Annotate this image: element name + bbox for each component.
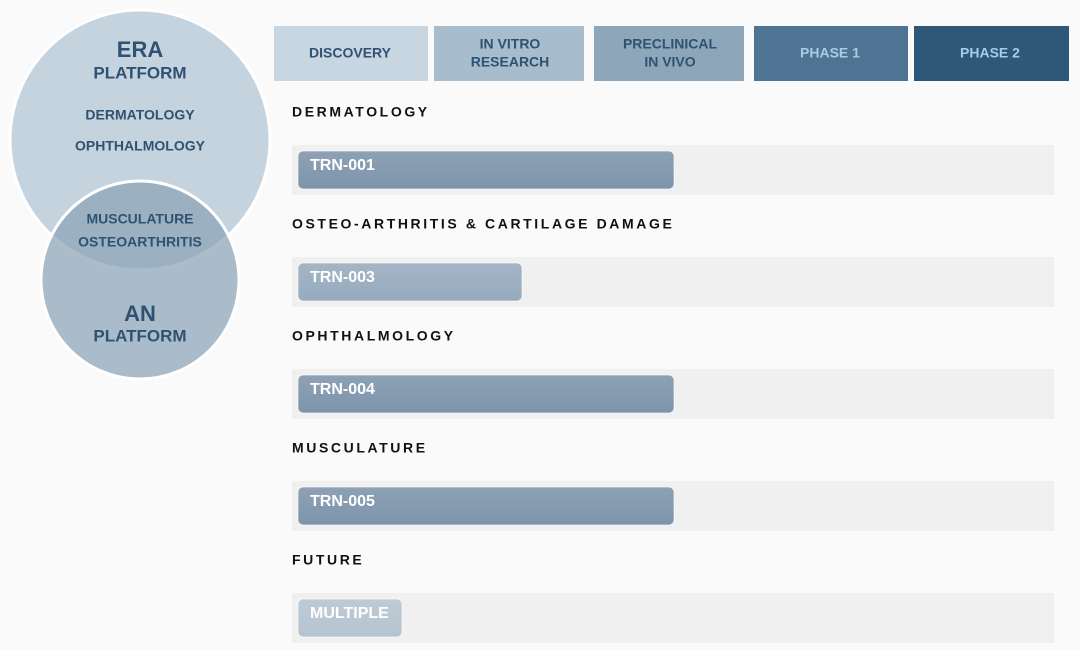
program-bar <box>297 486 675 526</box>
program-bar <box>297 262 523 302</box>
era-subtitle: PLATFORM <box>93 63 186 82</box>
area-label: OSTEO-ARTHRITIS & CARTILAGE DAMAGE <box>292 216 674 232</box>
stage-label: RESEARCH <box>471 54 550 70</box>
stage-box <box>754 26 908 81</box>
row-band <box>292 593 1054 643</box>
stage-label: DISCOVERY <box>309 45 392 61</box>
program-name: MULTIPLE <box>310 605 389 622</box>
an-subtitle: PLATFORM <box>93 326 186 345</box>
stage-label: PHASE 2 <box>960 45 1020 61</box>
program-name: TRN-003 <box>310 269 375 286</box>
stage-box <box>434 26 584 81</box>
stage-label: PHASE 1 <box>800 45 860 61</box>
era-item: DERMATOLOGY <box>85 107 195 123</box>
program-name: TRN-005 <box>310 493 375 510</box>
stage-label: IN VIVO <box>644 54 695 70</box>
stage-label: IN VITRO <box>480 36 541 52</box>
stage-box <box>914 26 1069 81</box>
era-title: ERA <box>117 37 164 62</box>
an-circle <box>39 179 241 381</box>
stage-box <box>274 26 428 81</box>
era-item: OPHTHALMOLOGY <box>75 138 206 154</box>
area-label: DERMATOLOGY <box>292 104 430 120</box>
an-title: AN <box>124 301 156 326</box>
program-name: TRN-004 <box>310 381 375 398</box>
program-name: TRN-001 <box>310 157 375 174</box>
overlap-item: MUSCULATURE <box>86 211 193 227</box>
program-bar <box>297 374 675 414</box>
stage-label: PRECLINICAL <box>623 36 718 52</box>
area-label: MUSCULATURE <box>292 440 428 456</box>
program-bar <box>297 598 403 638</box>
program-bar <box>297 150 675 190</box>
overlap-item: OSTEOARTHRITIS <box>78 234 202 250</box>
stage-box <box>594 26 744 81</box>
area-label: FUTURE <box>292 552 364 568</box>
area-label: OPHTHALMOLOGY <box>292 328 456 344</box>
